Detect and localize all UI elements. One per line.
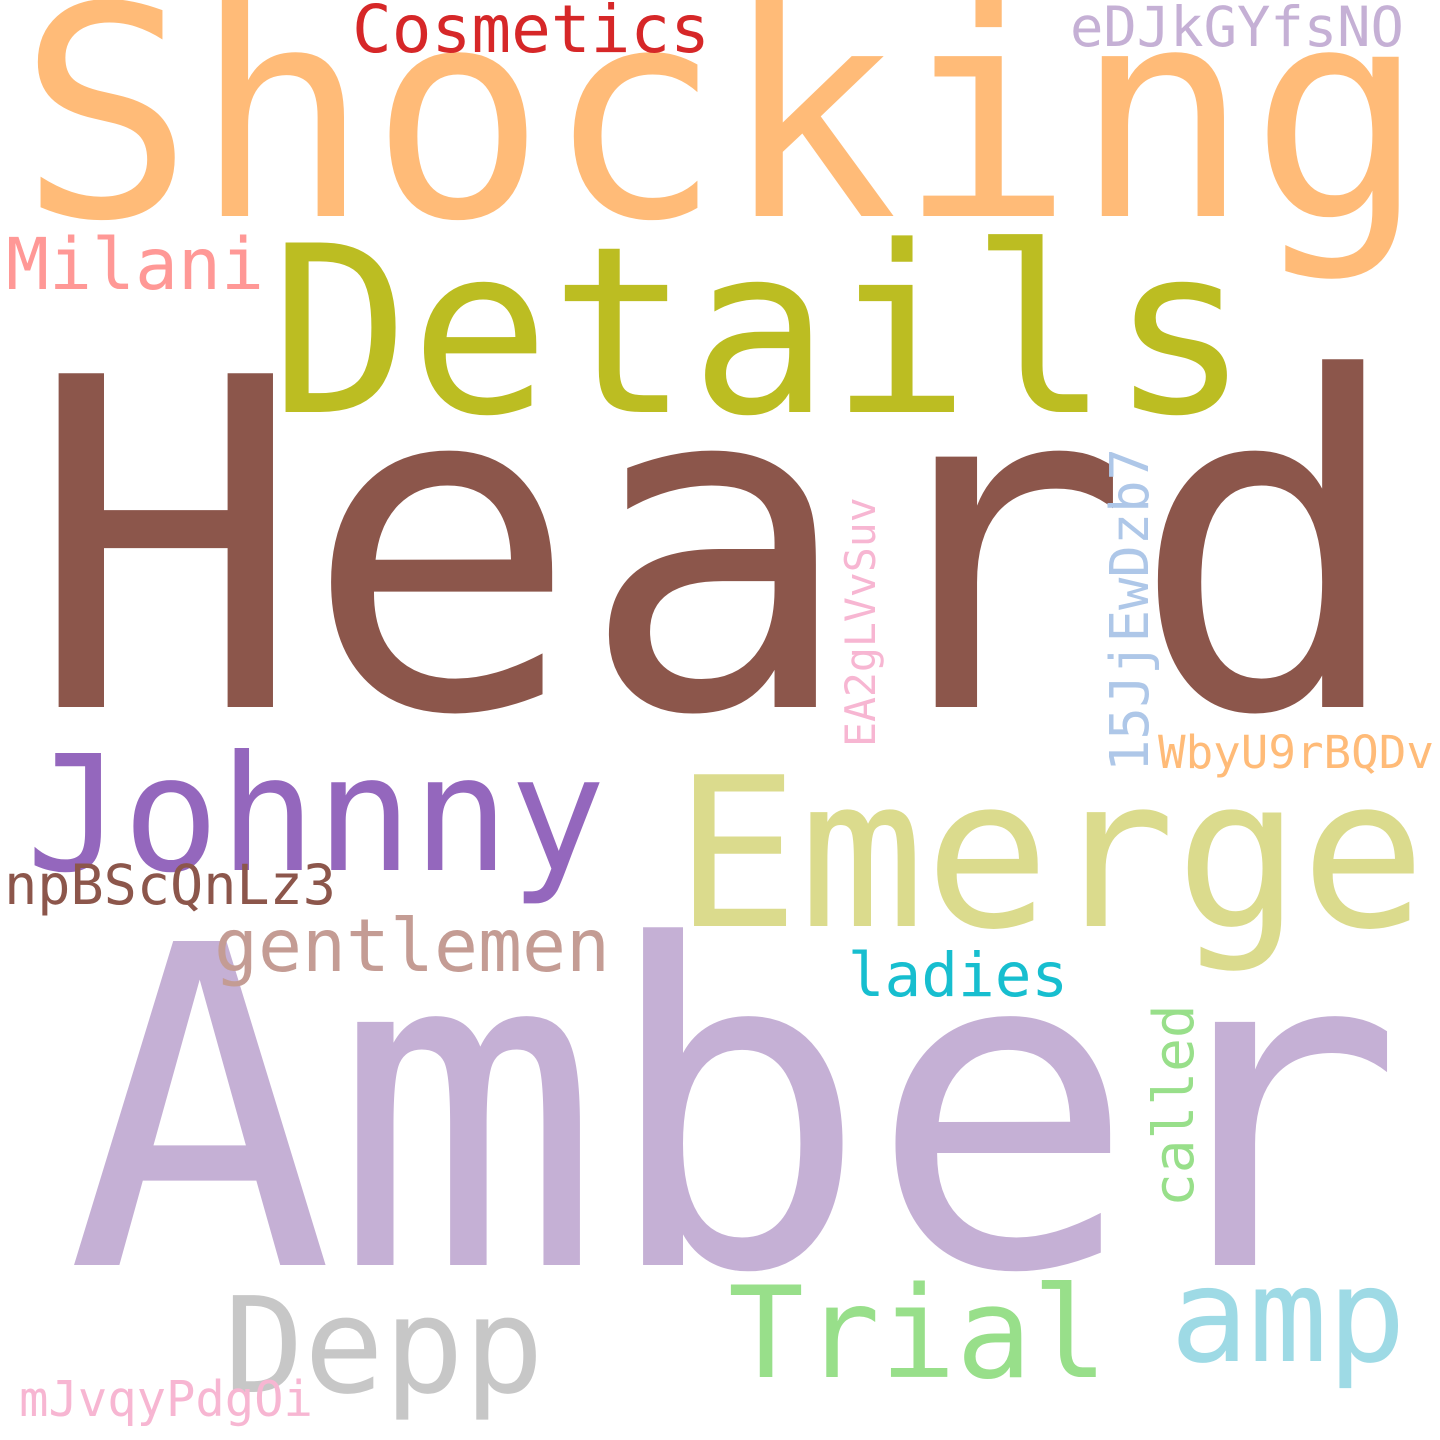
word-mjvqypdgoi: mJvqyPdgOi bbox=[19, 1370, 313, 1428]
word-milani: Milani bbox=[6, 223, 264, 307]
word-cosmetics: Cosmetics bbox=[352, 0, 710, 68]
word-edjkgyfsno: eDJkGYfsNO bbox=[1070, 0, 1404, 61]
word-johnny: Johnny bbox=[26, 720, 606, 908]
word-ea2glvvsuv: EA2gLVvSuv bbox=[836, 497, 886, 747]
word-emerge: Emerge bbox=[674, 733, 1426, 976]
word-amp: amp bbox=[1170, 1239, 1406, 1392]
word-wbyu9rbqdv: WbyU9rBQDv bbox=[1158, 725, 1434, 780]
word-15jjewdzb7: 15JjEwDzb7 bbox=[1098, 448, 1162, 772]
word-ladies: ladies bbox=[847, 939, 1069, 1011]
word-trial: Trial bbox=[728, 1259, 1108, 1407]
word-details: Details bbox=[270, 195, 1250, 467]
word-shocking: Shocking bbox=[18, 0, 1426, 285]
word-depp: Depp bbox=[224, 1269, 544, 1424]
word-npbscqnlz3: npBScQnLz3 bbox=[4, 854, 336, 919]
word-called: called bbox=[1141, 1004, 1207, 1208]
word-gentlemen: gentlemen bbox=[214, 903, 610, 989]
word-amber: Amber bbox=[66, 851, 1404, 1370]
word-heard: Heard bbox=[28, 282, 1406, 816]
